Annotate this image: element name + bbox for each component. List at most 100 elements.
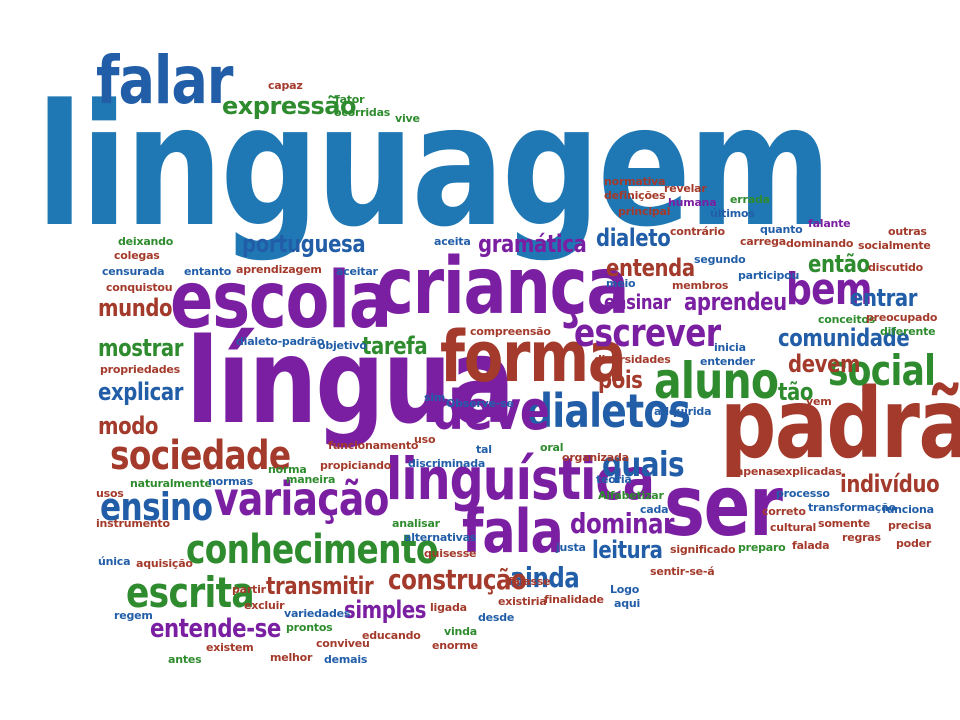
word-quais: quais — [602, 445, 685, 485]
word-tal: tal — [476, 443, 492, 456]
word-mundo: mundo — [98, 294, 173, 322]
word-conquistou: conquistou — [106, 281, 173, 294]
word-uso: uso — [414, 433, 436, 446]
word-fator: fator — [335, 93, 365, 106]
word-explicar: explicar — [98, 378, 184, 406]
word-falasse: falasse — [508, 575, 551, 588]
word-entender: entender — [700, 355, 755, 368]
word-entende-se: entende-se — [150, 614, 281, 644]
word-observe-se: Observe-se — [446, 397, 514, 410]
word-contrario: contrário — [670, 225, 725, 238]
word-partir: partir — [232, 583, 266, 596]
word-aceitar: aceitar — [336, 265, 378, 278]
word-aquisicao: aquisição — [136, 557, 193, 570]
word-meio: meio — [606, 277, 636, 290]
word-conviveu: conviveu — [316, 637, 370, 650]
word-diversidades: diversidades — [594, 353, 671, 366]
word-membros: membros — [672, 279, 729, 292]
word-forma: forma — [440, 316, 627, 398]
word-aceita: aceita — [434, 235, 471, 248]
word-ainda: ainda — [510, 561, 580, 594]
word-usos: usos — [96, 487, 124, 500]
word-social: social — [828, 346, 936, 395]
word-colegas: colegas — [114, 249, 160, 262]
word-discutido: discutido — [868, 261, 924, 274]
word-educando: educando — [362, 629, 421, 642]
word-aprendeu: aprendeu — [684, 288, 787, 316]
word-participou: participou — [738, 269, 800, 282]
word-escrita: escrita — [126, 568, 255, 617]
word-propriedades: propriedades — [100, 363, 180, 376]
word-definicoes: definições — [604, 189, 666, 202]
word-inicia: inicia — [714, 341, 746, 354]
word-oral: oral — [540, 441, 564, 454]
word-principal: principal — [618, 205, 671, 218]
word-ultimos: últimos — [710, 207, 755, 220]
word-diferente: diferente — [880, 325, 936, 338]
word-vinda: vinda — [444, 625, 477, 638]
word-quanto: quanto — [760, 223, 803, 236]
word-alternativas: alternativas — [404, 531, 477, 544]
word-enorme: enorme — [432, 639, 478, 652]
word-demais: demais — [324, 653, 368, 666]
word-linguistica: linguística — [386, 445, 655, 513]
word-sim: sim — [424, 391, 446, 404]
word-organizada: organizada — [562, 451, 629, 464]
word-maneira: maneira — [286, 473, 336, 486]
word-transformacao: transformação — [808, 501, 896, 514]
word-carrega: carrega — [740, 235, 787, 248]
word-dialeto-padrao: dialeto-padrão — [236, 335, 325, 348]
word-funciona: funciona — [882, 503, 934, 516]
word-propiciando: propiciando — [320, 459, 392, 472]
word-expressao: expressão — [222, 92, 356, 120]
word-ligada: ligada — [430, 601, 467, 614]
word-prontos: prontos — [286, 621, 333, 634]
word-analisar: analisar — [392, 517, 440, 530]
word-entao: então — [808, 250, 870, 278]
word-preocupado: preocupado — [866, 311, 938, 324]
word-padrao: padrão — [720, 368, 960, 480]
word-apenas: apenas — [736, 465, 780, 478]
word-bem: bem — [786, 264, 872, 315]
word-segundo: segundo — [694, 253, 746, 266]
word-lingua: língua — [186, 312, 515, 450]
word-excluir: excluir — [244, 599, 285, 612]
word-mostrar: mostrar — [98, 334, 184, 362]
word-aluno: aluno — [654, 352, 779, 410]
word-entenda: entenda — [606, 254, 695, 282]
word-humana: humana — [668, 196, 717, 209]
word-correto: correto — [762, 505, 806, 518]
word-crianca: criança — [376, 242, 629, 332]
word-escola: escola — [170, 256, 392, 346]
word-dominar: dominar — [570, 507, 674, 540]
word-sociedade: sociedade — [110, 433, 291, 479]
word-ocorridas: ocorridas — [334, 106, 391, 119]
word-naturalmente: naturalmente — [130, 477, 212, 490]
word-cloud-frame — [18, 30, 942, 678]
word-dialetos: dialetos — [526, 384, 691, 438]
word-pois: pois — [598, 366, 643, 394]
word-construcao: construção — [388, 563, 527, 596]
word-cultural: cultural — [770, 521, 817, 534]
word-errada: errada — [730, 193, 770, 206]
word-ser: ser — [664, 457, 783, 555]
word-discriminada: discriminada — [408, 457, 486, 470]
word-dominando: dominando — [786, 237, 854, 250]
word-norma: norma — [268, 463, 307, 476]
word-variedades: variedades — [284, 607, 351, 620]
word-conceitos: conceitos — [818, 313, 876, 326]
word-cada: cada — [640, 503, 669, 516]
word-vive: vive — [395, 112, 420, 125]
word-funcionamento: funcionamento — [328, 439, 419, 452]
word-somente: somente — [818, 517, 871, 530]
word-falante: falante — [808, 217, 851, 230]
word-existiria: existiria — [498, 595, 547, 608]
word-objetivo: objetivo — [318, 339, 367, 352]
word-quisesse: quisesse — [424, 547, 477, 560]
word-instrumento: instrumento — [96, 517, 170, 530]
word-linguagem: linguagem — [36, 68, 832, 264]
word-sentir-se-a: sentir-se-á — [650, 565, 715, 578]
word-normas: normas — [208, 475, 253, 488]
word-regras: regras — [842, 531, 881, 544]
